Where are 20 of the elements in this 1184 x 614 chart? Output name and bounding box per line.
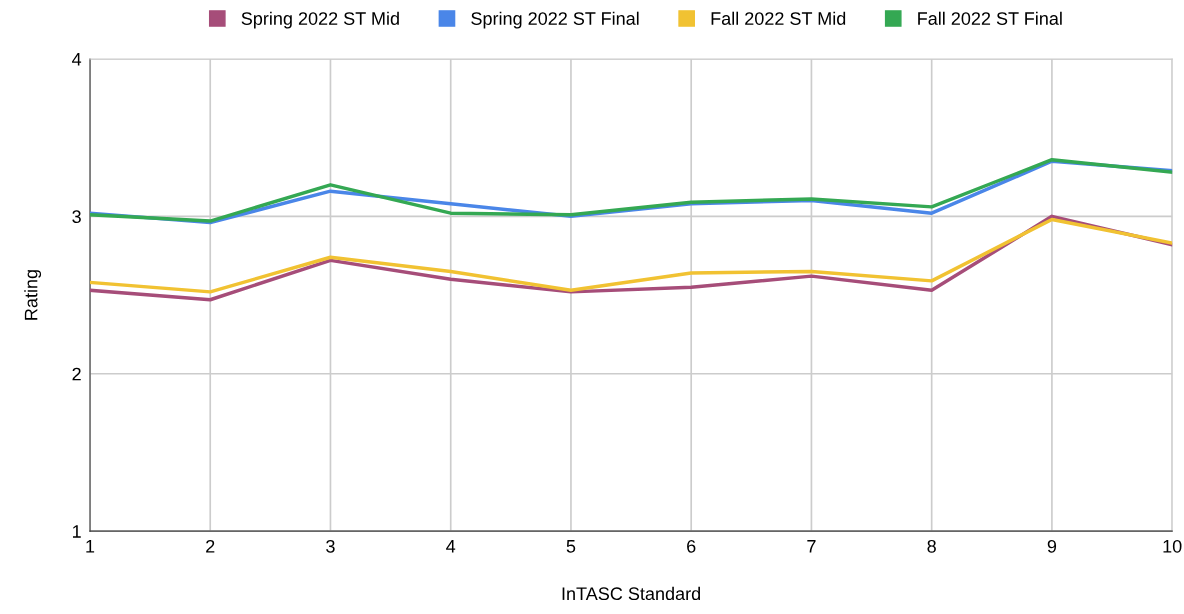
x-tick-label: 5	[566, 540, 576, 553]
x-tick-label: 2	[206, 539, 215, 553]
x-tick-label: 3	[326, 539, 335, 553]
legend-label: Fall 2022 ST Mid	[711, 11, 846, 25]
y-tick-label: 1	[72, 525, 81, 538]
y-axis-title: Rating	[24, 270, 42, 320]
x-tick-label: 9	[1047, 539, 1057, 553]
legend-label: Spring 2022 ST Mid	[241, 11, 399, 29]
x-tick-label: 1	[86, 540, 95, 553]
x-tick-label: 7	[807, 540, 816, 553]
x-tick-label: 8	[927, 539, 936, 553]
y-tick-label: 4	[72, 53, 82, 66]
x-tick-label: 10	[1163, 539, 1182, 553]
legend-label: Fall 2022 ST Final	[918, 11, 1062, 25]
x-axis-title: InTASC Standard	[562, 586, 700, 601]
y-tick-label: 3	[72, 210, 81, 224]
legend-label: Spring 2022 ST Final	[471, 11, 639, 29]
x-tick-label: 6	[687, 539, 696, 553]
y-tick-label: 2	[72, 367, 81, 381]
x-tick-label: 4	[446, 540, 456, 553]
